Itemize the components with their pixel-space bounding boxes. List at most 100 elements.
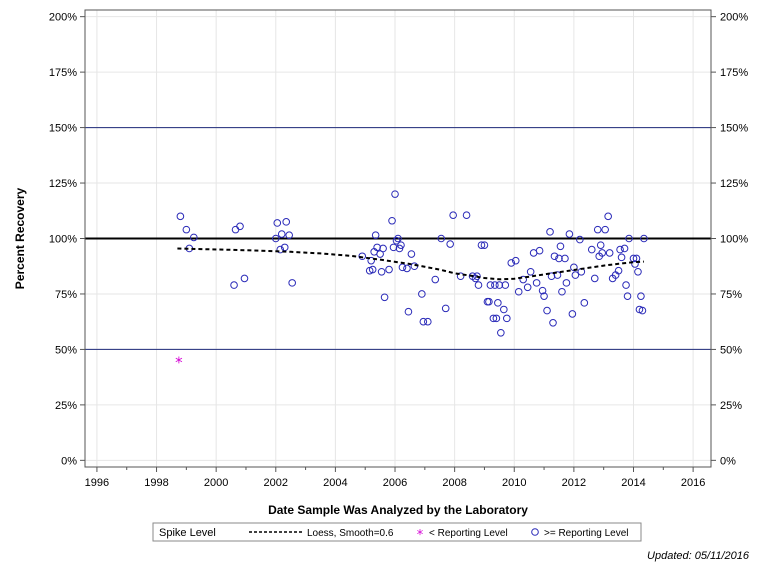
y-tick-label-right: 150% (720, 123, 748, 135)
data-point-circle (590, 274, 599, 283)
data-point-circle (182, 225, 191, 234)
legend-above-label: >= Reporting Level (544, 528, 629, 539)
data-point-circle (276, 245, 285, 254)
data-point-circle (419, 317, 428, 326)
data-point-circle (631, 260, 639, 268)
y-tick-label-right: 0% (720, 455, 736, 467)
y-tick-label-right: 125% (720, 178, 748, 190)
data-point-circle (456, 272, 465, 281)
data-point-circle (634, 267, 642, 276)
data-point-circle (437, 234, 446, 243)
data-point-circle (240, 274, 249, 283)
data-point-circle (540, 292, 548, 300)
data-point-circle (441, 304, 450, 313)
data-point-circle (640, 234, 648, 243)
data-point-circle (507, 259, 516, 267)
data-point-circle (285, 231, 293, 239)
y-tick-label-right: 50% (720, 344, 742, 356)
data-point-circle (519, 275, 528, 284)
data-point-circle (622, 281, 630, 289)
data-point-circle (598, 249, 606, 257)
data-point-circle (497, 328, 505, 337)
x-tick-label: 2010 (502, 477, 526, 489)
data-point-circle (580, 299, 589, 307)
x-tick-label: 2016 (681, 477, 705, 489)
data-point-circle (494, 299, 502, 307)
data-point-circle (535, 246, 544, 255)
data-point-circle (593, 225, 602, 234)
x-tick-label: 1998 (144, 477, 168, 489)
loess-line (177, 247, 644, 281)
data-point-circle (485, 297, 493, 306)
data-point-circle (377, 267, 386, 276)
data-point-circle (230, 281, 238, 289)
x-tick-label: 2000 (204, 477, 228, 489)
data-point-circle (511, 256, 520, 265)
data-point-circle (404, 307, 413, 316)
data-point-circle (424, 317, 432, 326)
data-point-circle (617, 253, 626, 262)
legend-box (152, 522, 642, 542)
plot-frame (84, 9, 712, 468)
data-point-circle (605, 249, 614, 257)
data-point-circle (576, 235, 584, 244)
data-point-circle (620, 244, 629, 253)
data-point-asterisk: * (175, 354, 183, 372)
data-point-circle (623, 292, 632, 300)
data-point-circle (526, 267, 535, 276)
data-point-circle (480, 241, 489, 249)
data-point-circle (532, 279, 541, 287)
data-point-circle (486, 281, 495, 289)
data-point-circle (495, 281, 504, 289)
data-point-circle (380, 293, 389, 302)
x-tick-label: 2002 (264, 477, 288, 489)
data-point-circle (568, 310, 577, 318)
data-point-circle (546, 228, 554, 236)
data-point-circle (407, 250, 416, 258)
data-point-circle (625, 234, 633, 243)
data-point-circle (491, 281, 499, 289)
data-point-circle (273, 219, 282, 227)
y-axis-title: Percent Recovery (13, 187, 27, 289)
data-point-circle (282, 218, 291, 226)
data-point-circle (550, 252, 559, 261)
data-point-circle (271, 234, 280, 243)
data-point-circle (288, 279, 296, 287)
x-tick-label: 2008 (442, 477, 466, 489)
y-tick-label-right: 175% (720, 67, 748, 79)
y-tick-label-left: 25% (55, 400, 77, 412)
legend-below-label: < Reporting Level (429, 528, 508, 539)
data-point-circle (449, 211, 457, 220)
data-point-circle (398, 263, 407, 272)
data-point-circle (394, 234, 402, 243)
data-point-circle (431, 275, 440, 284)
x-axis-title: Date Sample Was Analyzed by the Laborato… (268, 503, 528, 517)
data-point-circle (565, 230, 574, 238)
data-point-circle (562, 279, 571, 287)
updated-footnote: Updated: 05/11/2016 (647, 550, 749, 562)
data-point-circle (473, 272, 481, 281)
data-point-circle (638, 306, 647, 315)
data-point-circle (371, 231, 380, 239)
data-point-circle (367, 256, 375, 265)
x-tick-label: 2012 (562, 477, 586, 489)
data-point-circle (601, 225, 609, 234)
y-tick-label-left: 75% (55, 289, 77, 301)
data-point-circle (571, 271, 580, 279)
data-point-circle (190, 233, 198, 242)
data-point-circle (558, 287, 566, 296)
data-point-circle (549, 319, 557, 327)
data-point-circle (471, 274, 480, 283)
data-point-circle (637, 292, 645, 300)
x-tick-label: 2004 (323, 477, 347, 489)
data-point-circle (556, 242, 565, 251)
y-tick-label-left: 175% (49, 67, 77, 79)
y-tick-label-left: 0% (61, 455, 77, 467)
data-point-circle (403, 264, 411, 273)
y-tick-label-left: 125% (49, 178, 77, 190)
data-point-circle (477, 241, 486, 249)
x-tick-label: 2006 (383, 477, 407, 489)
data-point-circle (379, 244, 387, 253)
y-tick-label-left: 150% (49, 123, 77, 135)
